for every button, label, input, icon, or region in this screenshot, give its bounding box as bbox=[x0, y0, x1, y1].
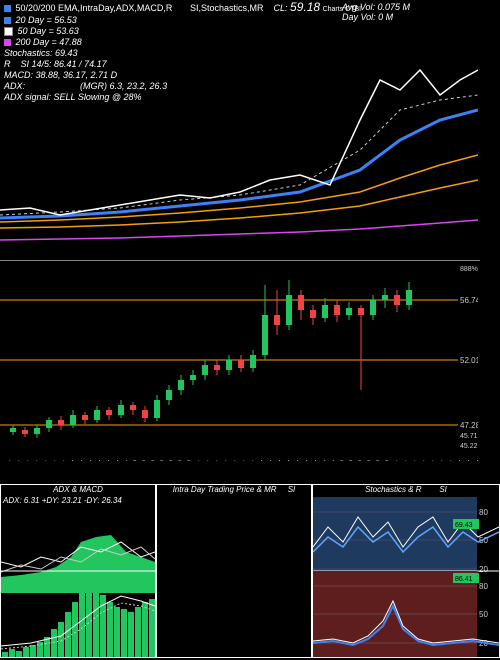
info-overlay: 50/20/200 EMA,IntraDay,ADX,MACD,R SI,Sto… bbox=[4, 2, 496, 103]
indicator-panels: ADX & MACD ADX: 6.31 +DY: 23.21 -DY: 26.… bbox=[0, 484, 500, 658]
sma200-label: 200 Day = 47.88 bbox=[16, 37, 82, 47]
svg-text:47.28: 47.28 bbox=[460, 421, 478, 430]
svg-text:56.74: 56.74 bbox=[460, 296, 478, 305]
svg-text:45.71: 45.71 bbox=[460, 433, 478, 440]
adx-macd-panel[interactable]: ADX & MACD ADX: 6.31 +DY: 23.21 -DY: 26.… bbox=[0, 484, 156, 658]
rsi-label: SI 14/5: 86.41 / 74.17 bbox=[21, 59, 107, 69]
stoch-label: Stochastics: 69.43 bbox=[4, 48, 78, 58]
candlestick-chart[interactable]: 56.74 52.01 47.28 888% 45.71 45.22 bbox=[0, 260, 480, 460]
svg-text:20: 20 bbox=[479, 565, 488, 574]
sma20-swatch bbox=[4, 5, 11, 12]
svg-text:86.41: 86.41 bbox=[455, 576, 473, 583]
macd-label: MACD: 38.88, 36.17, 2.71 D bbox=[4, 70, 117, 80]
svg-text:52.01: 52.01 bbox=[460, 356, 478, 365]
stochastics-panel[interactable]: Stochastics & R SI 80502069.4380502086.4… bbox=[312, 484, 500, 658]
sma50-label: 50 Day = 53.63 bbox=[18, 26, 79, 36]
header-line1: 50/20/200 EMA,IntraDay,ADX,MACD,R bbox=[16, 3, 173, 13]
svg-text:80: 80 bbox=[479, 508, 488, 517]
date-axis: 11 Sep12 Sep13 Sep16 Sep17 Sep18 Sep19 S… bbox=[0, 460, 480, 480]
adx-signal: ADX signal: SELL Slowing @ 28% bbox=[4, 92, 142, 102]
svg-text:888%: 888% bbox=[460, 266, 478, 273]
close-price: 59.18 bbox=[290, 0, 320, 14]
svg-text:50: 50 bbox=[479, 610, 488, 619]
sma20-label: 20 Day = 56.53 bbox=[16, 15, 77, 25]
svg-text:80: 80 bbox=[479, 582, 488, 591]
intraday-panel[interactable]: Intra Day Trading Price & MR SI bbox=[156, 484, 312, 658]
svg-text:45.22: 45.22 bbox=[460, 443, 478, 450]
svg-text:69.43: 69.43 bbox=[455, 522, 473, 529]
adx-label: ADX: bbox=[4, 81, 25, 91]
